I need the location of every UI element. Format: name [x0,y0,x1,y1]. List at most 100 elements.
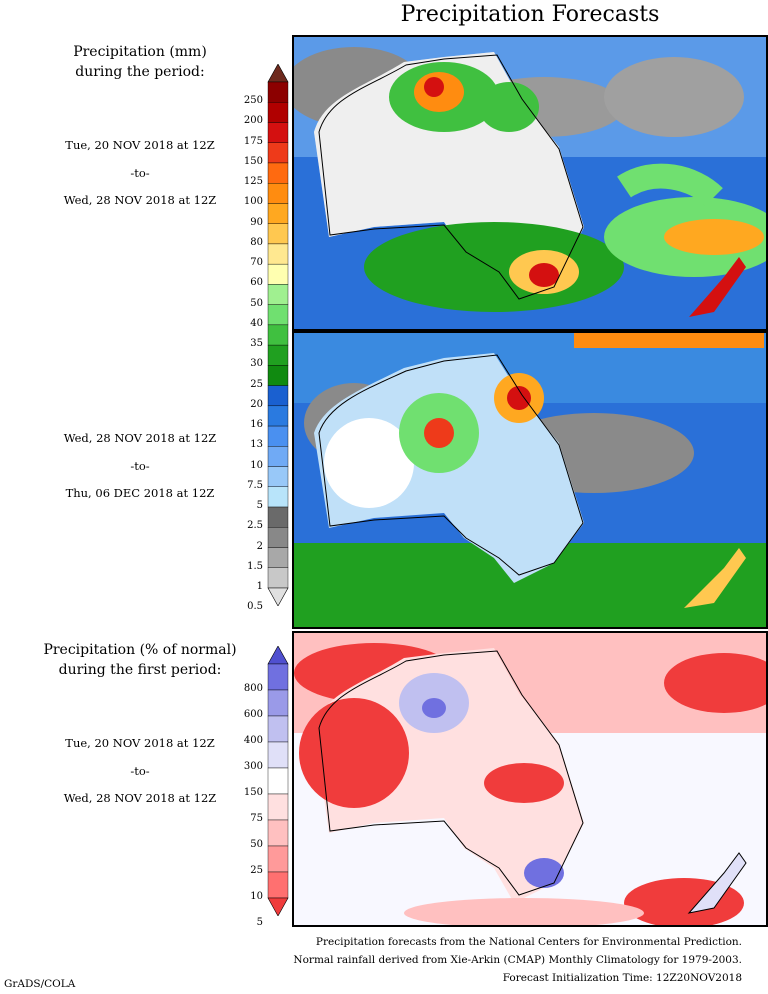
pct-colorbar-swatch [267,689,289,717]
mm-colorbar-swatch [267,142,289,164]
pct-colorbar [267,646,289,916]
pct-colorbar-tick-label: 25 [250,865,263,876]
mm-colorbar-tick-label: 50 [250,297,263,309]
mm-colorbar-swatch [267,466,289,487]
pct-colorbar-swatch [267,845,289,873]
pct-heading: Precipitation (% of normal) during the f… [30,640,250,680]
pct-colorbar-tick-label: 600 [243,709,263,720]
mm-colorbar-swatch [267,223,289,245]
period1-end: Wed, 28 NOV 2018 at 12Z [63,193,217,207]
period3-sep: -to- [130,764,150,778]
pct-colorbar-swatch [267,663,289,691]
mm-colorbar-tick-label: 20 [250,398,263,410]
pct-colorbar-tick-label: 150 [243,787,263,798]
pct-colorbar-swatch [267,819,289,847]
mm-colorbar-swatch [267,263,289,285]
pct-colorbar-tick-label: 50 [250,839,263,850]
pct-colorbar-tick-label: 400 [243,735,263,746]
mm-colorbar-tick-label: 200 [243,115,263,127]
mm-colorbar-tick-label: 35 [250,338,263,350]
mm-colorbar-tick-label: 80 [250,236,263,248]
pct-colorbar-swatch [267,767,289,795]
forecast-map-period2 [292,331,768,629]
mm-colorbar [267,64,289,606]
mm-colorbar-swatch [267,243,289,265]
mm-colorbar-swatch [267,182,289,204]
period2-sep: -to- [130,459,150,473]
pct-colorbar-tick-label: 10 [250,891,263,902]
forecast-map-period1 [292,35,768,331]
mm-colorbar-swatch [267,527,289,548]
mm-colorbar-tick-label: 150 [243,155,263,167]
period3-end: Wed, 28 NOV 2018 at 12Z [63,791,217,805]
percent-normal-map [292,631,768,927]
pct-colorbar-tip-top [267,646,289,665]
mm-colorbar-swatch [267,102,289,123]
pct-colorbar-tick-label: 800 [243,683,263,694]
pct-colorbar-tick-label: 5 [256,917,263,928]
pct-colorbar-tick-label: 75 [250,813,263,824]
mm-colorbar-swatch [267,506,289,528]
page-title: Precipitation Forecasts [400,2,660,27]
mm-colorbar-swatch [267,446,289,467]
pct-colorbar-tip-bottom [267,897,289,916]
mm-colorbar-swatch [267,547,289,568]
mm-heading-line1: Precipitation (mm) [73,44,207,60]
mm-colorbar-tick-label: 1.5 [247,560,263,572]
pct-colorbar-tick-label: 300 [243,761,263,772]
mm-colorbar-tick-label: 0.5 [247,601,263,613]
pct-heading-line1: Precipitation (% of normal) [43,642,237,658]
mm-colorbar-tick-label: 125 [243,176,263,188]
mm-colorbar-swatch [267,365,289,386]
pct-colorbar-swatch [267,871,289,899]
credit: GrADS/COLA [4,978,76,990]
mm-heading-line2: during the period: [75,64,205,80]
mm-colorbar-tick-label: 7.5 [247,479,263,491]
mm-colorbar-swatch [267,81,289,103]
footer-line2: Normal rainfall derived from Xie-Arkin (… [293,954,742,966]
period2-end: Thu, 06 DEC 2018 at 12Z [65,486,215,500]
mm-colorbar-tick-label: 90 [250,216,263,228]
mm-colorbar-tick-label: 250 [243,95,263,107]
period2-start: Wed, 28 NOV 2018 at 12Z [63,431,217,445]
mm-colorbar-tick-label: 10 [250,459,263,471]
mm-colorbar-swatch [267,405,289,427]
period1-start: Tue, 20 NOV 2018 at 12Z [65,138,215,152]
mm-colorbar-tick-label: 70 [250,257,263,269]
mm-colorbar-swatch [267,122,289,143]
period3-start: Tue, 20 NOV 2018 at 12Z [65,736,215,750]
mm-colorbar-tick-label: 40 [250,317,263,329]
mm-colorbar-swatch [267,567,289,589]
pct-colorbar-swatch [267,715,289,743]
mm-colorbar-tick-label: 100 [243,196,263,208]
mm-colorbar-tick-label: 2.5 [247,520,263,532]
mm-colorbar-swatch [267,324,289,346]
mm-colorbar-tip-bottom [267,587,289,606]
period1-sep: -to- [130,166,150,180]
mm-colorbar-swatch [267,203,289,224]
mm-colorbar-tick-label: 1 [256,581,263,592]
mm-colorbar-swatch [267,162,289,184]
mm-colorbar-tick-label: 175 [243,135,263,147]
footer-line1: Precipitation forecasts from the Nationa… [315,936,742,948]
mm-colorbar-swatch [267,425,289,447]
pct-colorbar-swatch [267,741,289,769]
pct-colorbar-swatch [267,793,289,821]
mm-colorbar-swatch [267,385,289,407]
footer-line3: Forecast Initialization Time: 12Z20NOV20… [502,972,742,984]
mm-colorbar-swatch [267,304,289,326]
mm-colorbar-tick-label: 30 [250,358,263,370]
mm-colorbar-swatch [267,284,289,305]
mm-colorbar-tick-label: 13 [250,439,263,451]
footer: Precipitation forecasts from the Nationa… [293,933,742,987]
mm-colorbar-tick-label: 2 [256,540,263,552]
mm-colorbar-tick-label: 16 [250,419,263,431]
mm-colorbar-tip-top [267,64,289,83]
mm-colorbar-tick-label: 60 [250,277,263,289]
pct-heading-line2: during the first period: [58,662,222,678]
mm-colorbar-swatch [267,486,289,508]
mm-colorbar-tick-label: 5 [256,500,263,512]
mm-heading: Precipitation (mm) during the period: [30,42,250,82]
mm-colorbar-tick-label: 25 [250,378,263,390]
mm-colorbar-swatch [267,344,289,366]
